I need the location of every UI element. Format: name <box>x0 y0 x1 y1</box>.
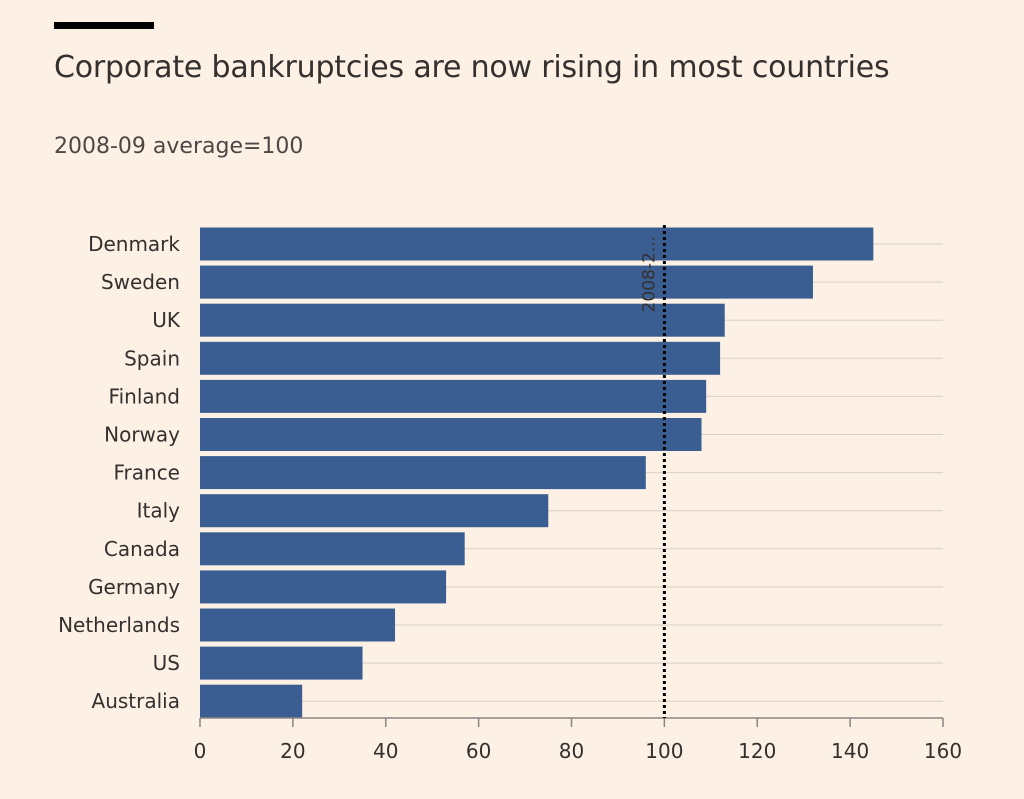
x-tick-label: 80 <box>559 739 584 763</box>
x-tick-label: 160 <box>924 739 962 763</box>
bar-canada <box>200 532 465 566</box>
reference-line-group: 2008-2... <box>639 225 666 718</box>
bar-germany <box>200 570 447 604</box>
category-label: US <box>153 651 180 675</box>
category-label: Canada <box>104 537 180 561</box>
bar-france <box>200 456 646 490</box>
chart-title: Corporate bankruptcies are now rising in… <box>54 50 890 85</box>
category-label: Norway <box>104 423 180 447</box>
category-label: Netherlands <box>58 613 180 637</box>
x-tick-label: 60 <box>466 739 491 763</box>
category-label: Denmark <box>88 232 180 256</box>
reference-line-label: 2008-2... <box>639 236 659 312</box>
top-rule <box>54 22 154 29</box>
category-label: Finland <box>109 384 180 408</box>
bar-us <box>200 646 363 680</box>
chart-subtitle: 2008-09 average=100 <box>54 134 304 159</box>
x-tick-label: 120 <box>738 739 776 763</box>
bar-spain <box>200 341 721 375</box>
category-label: Australia <box>92 689 180 713</box>
bar-finland <box>200 379 707 413</box>
bar-italy <box>200 494 549 528</box>
category-label: France <box>113 461 180 485</box>
bar-denmark <box>200 227 874 261</box>
x-tick-label: 20 <box>280 739 305 763</box>
category-label: Italy <box>137 499 181 523</box>
bar-australia <box>200 684 303 718</box>
category-label: Spain <box>124 346 180 370</box>
category-label: UK <box>152 308 181 332</box>
x-tick-label: 100 <box>645 739 683 763</box>
category-labels: Denmark Sweden UK Spain Finland Norway France I… <box>58 232 181 713</box>
bar-norway <box>200 418 702 451</box>
bar-netherlands <box>200 608 396 642</box>
bars <box>200 227 874 718</box>
bar-uk <box>200 303 725 337</box>
category-label: Germany <box>88 575 180 599</box>
x-tick-label: 40 <box>373 739 398 763</box>
x-tick-label: 140 <box>831 739 869 763</box>
bar-sweden <box>200 265 813 299</box>
x-axis: 0 20 40 60 80 100 120 140 160 <box>194 717 962 763</box>
x-tick-label: 0 <box>194 739 207 763</box>
category-label: Sweden <box>101 270 180 294</box>
